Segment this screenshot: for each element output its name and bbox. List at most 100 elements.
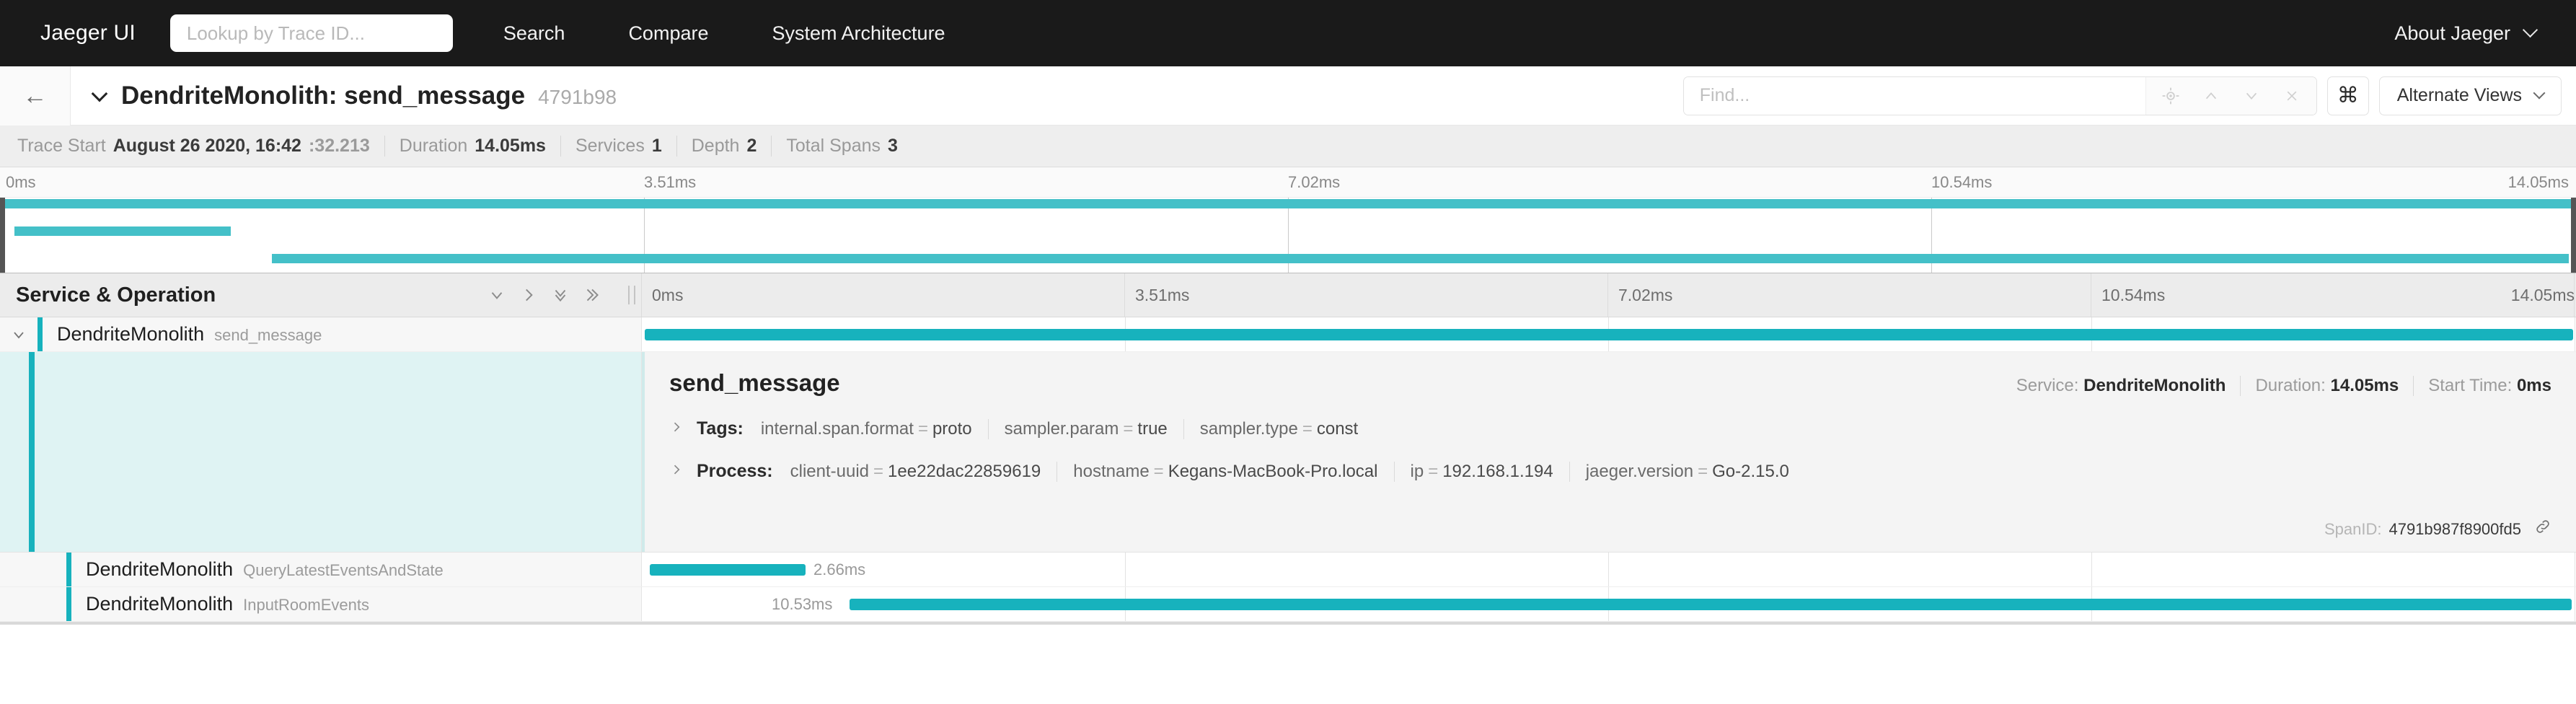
minimap-gridline [1288,198,1289,273]
span-detail-accent-bar [29,352,35,552]
process-items: client-uuid = 1ee22dac22859619 hostname = Ke… [790,461,1805,482]
span-row-timeline[interactable]: 10.53ms [642,587,2576,621]
span-service-name: DendriteMonolith [57,323,205,345]
minimap-tick: 7.02ms [1288,173,1341,191]
span-operation-name: send_message [214,326,322,344]
alternate-views-dropdown[interactable]: Alternate Views [2378,76,2562,115]
span-duration-bar[interactable] [650,563,806,576]
tag-value: true [1137,418,1168,439]
nav-link-search[interactable]: Search [503,22,565,44]
span-row-timeline[interactable]: 2.66ms [642,553,2576,586]
command-key-icon: ⌘ [2337,84,2359,107]
equals-sign: = [1123,418,1134,439]
span-operation-name: InputRoomEvents [243,596,369,614]
timeline-gridline [2091,553,2092,586]
span-duration-bar[interactable] [850,598,2572,610]
nav-link-system-architecture[interactable]: System Architecture [772,22,945,44]
chevron-down-icon[interactable] [2231,77,2272,115]
bottom-divider [0,622,2576,625]
summary-duration: Duration 14.05ms [385,136,561,157]
span-process-row[interactable]: Process: client-uuid = 1ee22dac22859619 ho… [669,461,2551,482]
timeline-tick: 7.02ms [1608,273,2091,317]
minimap-gridline [644,198,645,273]
span-row-left[interactable]: DendriteMonolith InputRoomEvents [0,587,642,621]
timeline-gridline [1125,553,1126,586]
span-row-names: DendriteMonolith InputRoomEvents [71,593,369,615]
span-table-header: Service & Operation 0ms 3.51ms 7.02ms 10… [0,273,2576,317]
start-time-label: Start Time: [2428,376,2513,395]
span-duration-label: 10.53ms [772,594,833,613]
tag-item: sampler.param = true [989,418,1184,439]
keyboard-shortcuts-button[interactable]: ⌘ [2326,76,2369,115]
minimap-body[interactable] [0,198,2576,273]
span-detail-panel: send_message Service: DendriteMonolith D… [0,352,2576,553]
nav-link-compare[interactable]: Compare [628,22,709,44]
tag-key: sampler.type [1199,418,1298,439]
column-resize-handle[interactable] [628,286,635,304]
process-value: Go-2.15.0 [1712,461,1789,481]
chevron-right-icon[interactable] [669,462,684,482]
span-detail-body: send_message Service: DendriteMonolith D… [642,352,2576,552]
equals-sign: = [1428,461,1439,481]
summary-value: 14.05ms [475,136,546,156]
find-box [1682,76,2317,115]
double-chevron-down-icon[interactable] [544,279,576,311]
minimap-drag-handle-right[interactable] [2571,198,2576,273]
process-key: jaeger.version [1585,461,1694,481]
table-row[interactable]: DendriteMonolith InputRoomEvents 10.53ms [0,587,2576,622]
summary-value: 2 [746,136,757,156]
chevron-right-icon[interactable] [513,279,544,311]
timeline-tick: 3.51ms [1125,273,1608,317]
trace-id-lookup-input[interactable] [169,14,453,52]
span-duration-label: 2.66ms [813,560,866,578]
process-item: jaeger.version = Go-2.15.0 [1570,462,1805,482]
trace-minimap[interactable]: 0ms 3.51ms 7.02ms 10.54ms 14.05ms [0,167,2576,273]
tags-label: Tags: [697,418,744,439]
span-tags-row[interactable]: Tags: internal.span.format = proto sampler… [669,418,2551,439]
trace-title-wrap: DendriteMonolith: send_message 4791b98 [91,82,617,110]
span-color-bar [66,553,71,586]
timeline-tick: 10.54ms [2091,273,2575,317]
summary-value-suffix: :32.213 [308,136,370,156]
span-id-value: 4791b987f8900fd5 [2388,519,2521,538]
back-button[interactable]: ← [0,66,71,126]
timeline-gridline [1608,553,1609,586]
timeline-tick: 0ms [642,273,1125,317]
minimap-tick: 14.05ms [2507,173,2569,191]
find-input[interactable] [1683,76,2145,115]
start-time-value: 0ms [2516,376,2551,395]
summary-label: Depth [691,136,740,156]
summary-value: August 26 2020, 16:42 [113,136,301,156]
chevron-down-icon[interactable] [481,279,513,311]
chevron-down-icon[interactable] [0,326,38,343]
equals-sign: = [1153,461,1164,481]
top-navigation-bar: Jaeger UI Search Compare System Architec… [0,0,2576,66]
about-jaeger-menu[interactable]: About Jaeger [2394,22,2538,45]
target-icon[interactable] [2151,77,2191,115]
app-brand-logo[interactable]: Jaeger UI [40,21,136,45]
table-row[interactable]: DendriteMonolith send_message [0,317,2576,352]
span-operation-name: QueryLatestEventsAndState [243,561,444,579]
process-key: ip [1410,461,1424,481]
span-duration-bar[interactable] [645,328,2573,340]
close-icon[interactable] [2272,77,2312,115]
minimap-drag-handle-left[interactable] [0,198,5,273]
double-chevron-right-icon[interactable] [576,279,608,311]
chevron-up-icon[interactable] [2191,77,2231,115]
equals-sign: = [1302,418,1313,439]
process-key: client-uuid [790,461,870,481]
link-icon[interactable] [2534,518,2551,540]
span-service-name: DendriteMonolith [86,593,234,615]
span-row-timeline[interactable] [642,317,2576,351]
trace-header: ← DendriteMonolith: send_message 4791b98 [0,66,2576,126]
service-value: DendriteMonolith [2083,376,2226,395]
about-jaeger-label: About Jaeger [2394,22,2510,44]
find-actions [2145,76,2316,115]
tags-items: internal.span.format = proto sampler.param… [761,418,1374,439]
span-row-left[interactable]: DendriteMonolith send_message [0,317,642,351]
span-row-left[interactable]: DendriteMonolith QueryLatestEventsAndSta… [0,553,642,586]
table-row[interactable]: DendriteMonolith QueryLatestEventsAndSta… [0,553,2576,587]
chevron-down-icon[interactable] [91,85,108,102]
chevron-right-icon[interactable] [669,419,684,439]
minimap-bar [0,199,2576,208]
